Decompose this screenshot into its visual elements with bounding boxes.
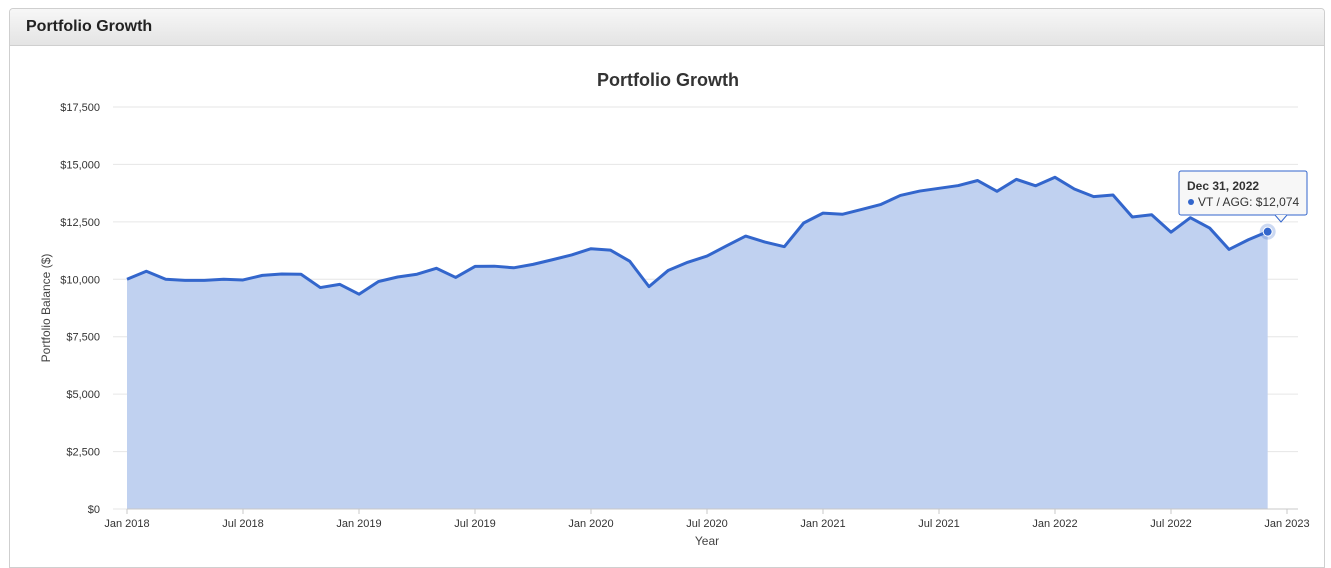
data-tooltip: Dec 31, 2022 VT / AGG: $12,074	[1178, 170, 1308, 223]
hover-point	[1262, 226, 1273, 237]
chart-title: Portfolio Growth	[597, 70, 739, 90]
tooltip-series-dot	[1188, 199, 1194, 205]
x-tick-label: Jan 2018	[104, 518, 149, 530]
x-tick-label: Jul 2020	[686, 518, 728, 530]
y-tick-label: $17,500	[60, 102, 100, 114]
y-tick-label: $0	[88, 504, 100, 516]
x-tick-label: Jan 2020	[568, 518, 613, 530]
tooltip-box	[1178, 170, 1308, 216]
y-tick-label: $2,500	[66, 447, 100, 459]
panel-header: Portfolio Growth	[10, 9, 1324, 46]
x-axis-title: Year	[695, 534, 719, 548]
x-tick-label: Jan 2023	[1264, 518, 1309, 530]
x-tick-label: Jul 2018	[222, 518, 264, 530]
y-tick-label: $7,500	[66, 332, 100, 344]
tooltip-pointer	[1274, 214, 1288, 223]
y-tick-label: $10,000	[60, 274, 100, 286]
y-tick-label: $12,500	[60, 217, 100, 229]
x-tick-label: Jul 2019	[454, 518, 496, 530]
area-layer	[126, 175, 1276, 509]
tooltip-label: VT / AGG: $12,074	[1198, 195, 1300, 209]
x-tick-label: Jul 2021	[918, 518, 960, 530]
y-axis-ticks: $0 $2,500 $5,000 $7,500 $10,000 $12,500 $15,00…	[60, 102, 100, 516]
y-tick-label: $5,000	[66, 389, 100, 401]
x-tick-label: Jan 2019	[336, 518, 381, 530]
x-tick-label: Jan 2022	[1032, 518, 1077, 530]
tooltip-date: Dec 31, 2022	[1187, 179, 1259, 193]
y-axis-title: Portfolio Balance ($)	[39, 254, 53, 363]
x-tick-label: Jan 2021	[800, 518, 845, 530]
x-axis-ticks: Jan 2018 Jul 2018 Jan 2019 Jul 2019 Jan 2020…	[104, 508, 1310, 530]
x-tick-label: Jul 2022	[1150, 518, 1192, 530]
series-line	[126, 175, 1269, 296]
series-area	[127, 177, 1268, 509]
panel-title: Portfolio Growth	[26, 18, 153, 35]
y-tick-label: $15,000	[60, 159, 100, 171]
